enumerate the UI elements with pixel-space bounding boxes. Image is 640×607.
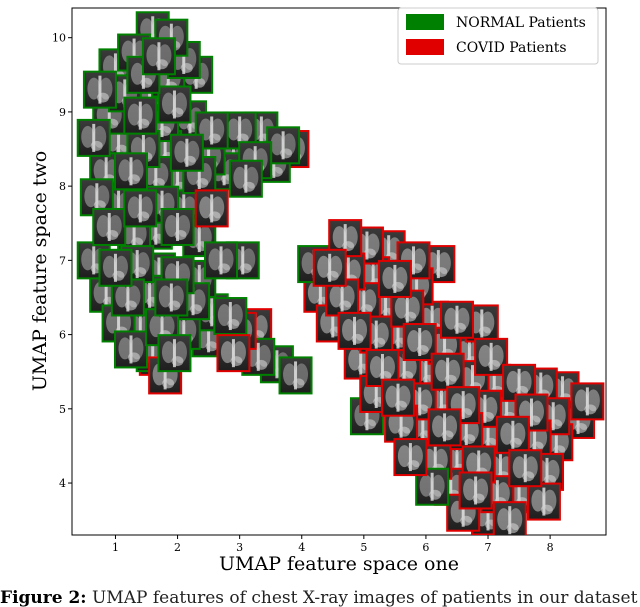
legend-label-normal: NORMAL Patients: [456, 15, 586, 31]
legend-label-covid: COVID Patients: [456, 40, 567, 56]
x-tick-label-1: 1: [112, 541, 119, 554]
normal-xray-thumbnail: [415, 467, 450, 506]
covid-xray-thumbnail: [492, 501, 527, 535]
axis-ticks: 1 2 3 4 5 6 7 8 4 5 6 7 8 9 10: [52, 32, 554, 554]
normal-xray-thumbnail: [169, 133, 204, 172]
normal-xray-thumbnail: [113, 330, 148, 369]
x-tick-label-3: 3: [236, 541, 243, 554]
x-tick-label-4: 4: [298, 541, 305, 554]
y-tick-label-9: 9: [59, 106, 66, 119]
normal-xray-thumbnail: [157, 85, 192, 124]
normal-xray-thumbnail: [228, 159, 263, 198]
normal-xray-thumbnail: [123, 96, 158, 135]
covid-xray-thumbnail: [380, 378, 415, 417]
y-tick-label-5: 5: [59, 403, 66, 416]
normal-xray-thumbnail: [82, 70, 117, 109]
covid-xray-thumbnail: [393, 438, 428, 477]
y-tick-label-10: 10: [52, 32, 66, 45]
y-tick-label-4: 4: [59, 477, 66, 490]
covid-xray-thumbnail: [377, 259, 412, 298]
covid-xray-thumbnail: [508, 449, 543, 488]
normal-xray-thumbnail: [113, 152, 148, 191]
normal-xray-thumbnail: [98, 248, 133, 287]
covid-xray-thumbnail: [194, 189, 229, 228]
covid-xray-thumbnail: [526, 482, 561, 521]
covid-xray-thumbnail: [439, 300, 474, 339]
covid-xray-thumbnail: [365, 348, 400, 387]
covid-xray-thumbnail: [570, 382, 605, 421]
normal-xray-thumbnail: [213, 297, 248, 336]
covid-xray-thumbnail: [458, 471, 493, 510]
x-tick-label-8: 8: [547, 541, 554, 554]
normal-xray-thumbnail: [266, 126, 301, 165]
caption-label: Figure 2:: [0, 588, 87, 607]
x-tick-label-5: 5: [360, 541, 367, 554]
normal-xray-thumbnail: [76, 118, 111, 157]
normal-xray-thumbnail: [141, 37, 176, 76]
legend-box: [397, 7, 599, 65]
y-tick-label-8: 8: [59, 180, 66, 193]
normal-xray-thumbnail: [92, 207, 127, 246]
y-tick-label-7: 7: [59, 254, 66, 267]
x-tick-label-6: 6: [422, 541, 429, 554]
normal-xray-thumbnail: [204, 241, 239, 280]
covid-xray-thumbnail: [495, 415, 530, 454]
normal-xray-thumbnail: [278, 356, 313, 395]
normal-xray-thumbnail: [154, 278, 189, 317]
covid-xray-thumbnail: [430, 352, 465, 391]
x-axis-title: UMAP feature space one: [219, 553, 459, 575]
covid-xray-thumbnail: [427, 408, 462, 447]
y-axis-title: UMAP feature space two: [29, 151, 51, 391]
figure-caption: Figure 2: UMAP features of chest X-ray i…: [0, 588, 640, 607]
normal-xray-thumbnail: [241, 337, 276, 376]
covid-xray-thumbnail: [337, 311, 372, 350]
legend: NORMAL Patients COVID Patients: [397, 7, 599, 65]
caption-text: UMAP features of chest X-ray images of p…: [91, 588, 638, 607]
covid-xray-thumbnail: [216, 334, 251, 373]
y-tick-label-6: 6: [59, 329, 66, 342]
thumbnail-layer: [76, 11, 605, 535]
covid-xray-thumbnail: [402, 323, 437, 362]
normal-xray-thumbnail: [160, 207, 195, 246]
x-tick-label-7: 7: [485, 541, 492, 554]
covid-xray-thumbnail: [390, 289, 425, 328]
legend-swatch-normal: [406, 14, 444, 30]
normal-xray-thumbnail: [123, 189, 158, 228]
x-tick-label-2: 2: [174, 541, 181, 554]
normal-xray-thumbnail: [157, 334, 192, 373]
covid-xray-thumbnail: [312, 248, 347, 287]
legend-swatch-covid: [406, 39, 444, 55]
